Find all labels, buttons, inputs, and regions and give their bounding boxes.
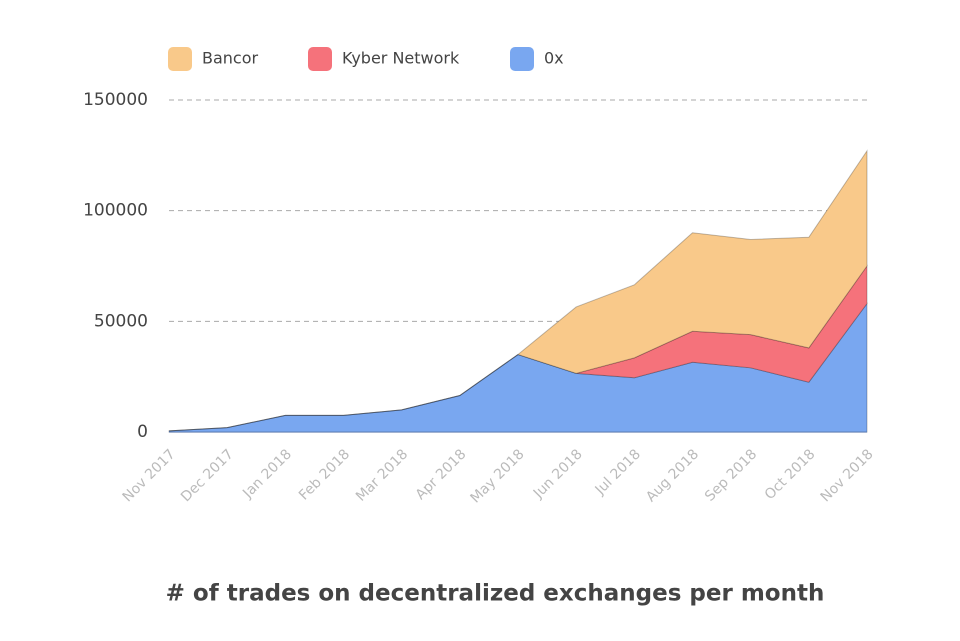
y-tick-label: 100000 [83,201,148,221]
area [168,149,868,432]
legend-label: 0x [544,49,564,68]
x-tick-label: Nov 2017 [120,446,179,505]
x-tick-label: Feb 2018 [296,446,353,503]
x-tick-label: Mar 2018 [353,446,411,504]
area [168,302,868,433]
x-tick-label: Oct 2018 [762,446,819,503]
x-tick-label: Dec 2017 [178,446,237,505]
area [168,264,868,432]
legend-label: Kyber Network [342,49,460,68]
x-tick-label: Sep 2018 [702,446,760,504]
legend-swatch [168,47,192,71]
chart-title: # of trades on decentralized exchanges p… [166,581,825,607]
y-tick-label: 50000 [94,311,148,331]
x-tick-label: Jun 2018 [530,446,586,502]
legend-label: Bancor [202,49,259,68]
x-tick-label: Jan 2018 [239,446,295,502]
x-tick-label: May 2018 [468,446,528,506]
x-tick-label: Nov 2018 [818,446,877,505]
x-tick-label: Apr 2018 [413,446,470,503]
x-tick-label: Jul 2018 [592,446,644,498]
legend-swatch [308,47,332,71]
y-tick-label: 0 [137,422,148,442]
legend-swatch [510,47,534,71]
x-tick-label: Aug 2018 [643,446,702,505]
y-tick-label: 150000 [83,90,148,110]
